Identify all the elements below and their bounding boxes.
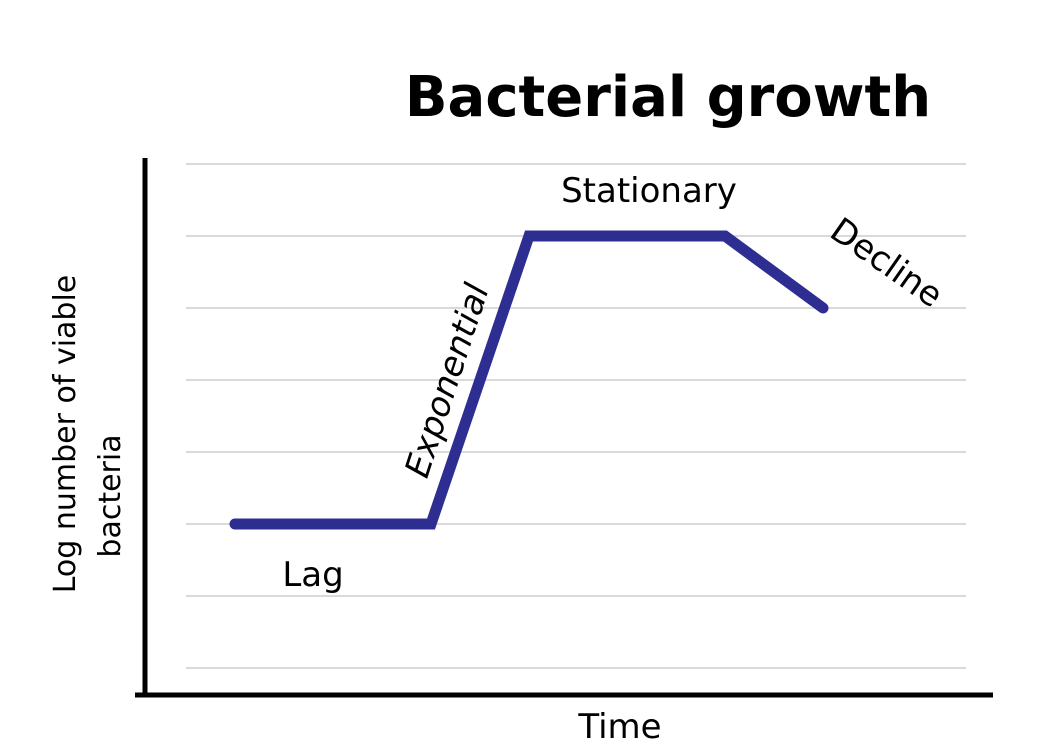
- growth-curve-line: [229, 230, 829, 530]
- chart-title: Bacterial growth: [405, 65, 931, 130]
- stationary-label: Stationary: [561, 171, 737, 211]
- y-axis-label: Log number of viable bacteria: [48, 275, 128, 594]
- x-axis-label: Time: [577, 707, 661, 747]
- y-axis-label-line2: bacteria: [93, 434, 128, 557]
- decline-label: Decline: [823, 210, 950, 316]
- lag-label: Lag: [282, 555, 343, 595]
- y-axis-label-line1: Log number of viable: [48, 275, 83, 594]
